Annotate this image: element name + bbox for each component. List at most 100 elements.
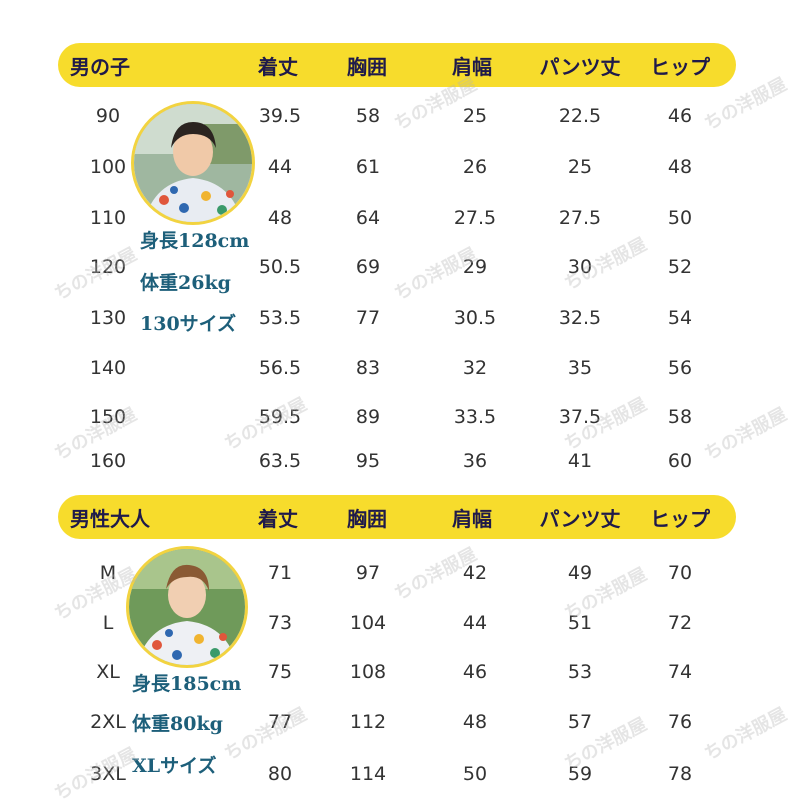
adults-size-label: 3XL — [90, 763, 126, 785]
kids-measurement-cell: 63.5 — [258, 450, 302, 472]
kids-measurement-cell: 52 — [667, 256, 693, 278]
kids-measurement-cell: 37.5 — [558, 406, 602, 428]
kids-measurement-cell: 61 — [355, 156, 381, 178]
adults-size-label: M — [99, 562, 117, 584]
kids-column-header: パンツ丈 — [539, 55, 621, 79]
kids-model-line: 130サイズ — [140, 313, 237, 335]
adults-measurement-cell: 48 — [462, 711, 488, 733]
kids-measurement-cell: 48 — [667, 156, 693, 178]
adults-measurement-cell: 72 — [667, 612, 693, 634]
adults-measurement-cell: 76 — [667, 711, 693, 733]
kids-measurement-cell: 59.5 — [258, 406, 302, 428]
adults-model-line: 身長185cm — [132, 673, 242, 695]
adults-column-header: 着丈 — [258, 507, 298, 531]
kids-measurement-cell: 58 — [667, 406, 693, 428]
kids-measurement-cell: 50 — [667, 207, 693, 229]
kids-model-line: 体重26kg — [140, 272, 231, 294]
kids-size-label: 120 — [89, 256, 127, 278]
adults-size-label: 2XL — [90, 711, 126, 733]
adults-column-header: 胸囲 — [347, 507, 387, 531]
kids-measurement-cell: 46 — [667, 105, 693, 127]
kids-measurement-cell: 30 — [567, 256, 593, 278]
kids-category-label: 男の子 — [70, 55, 130, 79]
kids-measurement-cell: 30.5 — [453, 307, 497, 329]
kids-header-bar — [58, 43, 736, 87]
kids-size-label: 130 — [89, 307, 127, 329]
kids-measurement-cell: 44 — [267, 156, 293, 178]
kids-measurement-cell: 29 — [462, 256, 488, 278]
kids-measurement-cell: 50.5 — [258, 256, 302, 278]
kids-measurement-cell: 35 — [567, 357, 593, 379]
adults-model-line: 体重80kg — [132, 713, 223, 735]
adults-measurement-cell: 59 — [567, 763, 593, 785]
kids-column-header: 肩幅 — [452, 55, 492, 79]
kids-measurement-cell: 33.5 — [453, 406, 497, 428]
adults-column-header: パンツ丈 — [539, 507, 621, 531]
adults-measurement-cell: 53 — [567, 661, 593, 683]
adults-measurement-cell: 108 — [349, 661, 387, 683]
kids-measurement-cell: 25 — [567, 156, 593, 178]
adults-size-label: L — [102, 612, 114, 634]
adults-measurement-cell: 51 — [567, 612, 593, 634]
adults-column-header: ヒップ — [650, 507, 710, 531]
adult-model-photo — [126, 546, 248, 668]
kids-column-header: ヒップ — [650, 55, 710, 79]
kids-measurement-cell: 27.5 — [453, 207, 497, 229]
kids-size-label: 100 — [89, 156, 127, 178]
kids-measurement-cell: 48 — [267, 207, 293, 229]
adults-measurement-cell: 49 — [567, 562, 593, 584]
kids-measurement-cell: 89 — [355, 406, 381, 428]
kids-measurement-cell: 69 — [355, 256, 381, 278]
adults-measurement-cell: 73 — [267, 612, 293, 634]
kids-measurement-cell: 56 — [667, 357, 693, 379]
kids-size-label: 140 — [89, 357, 127, 379]
kids-measurement-cell: 32.5 — [558, 307, 602, 329]
kids-measurement-cell: 41 — [567, 450, 593, 472]
kids-measurement-cell: 54 — [667, 307, 693, 329]
adults-header-bar — [58, 495, 736, 539]
kids-measurement-cell: 60 — [667, 450, 693, 472]
adults-measurement-cell: 44 — [462, 612, 488, 634]
adults-size-label: XL — [96, 661, 120, 683]
adults-measurement-cell: 57 — [567, 711, 593, 733]
kids-measurement-cell: 64 — [355, 207, 381, 229]
adults-category-label: 男性大人 — [70, 507, 150, 531]
adults-measurement-cell: 70 — [667, 562, 693, 584]
adults-measurement-cell: 104 — [349, 612, 387, 634]
adults-measurement-cell: 97 — [355, 562, 381, 584]
kids-measurement-cell: 26 — [462, 156, 488, 178]
kids-size-label: 150 — [89, 406, 127, 428]
adults-measurement-cell: 112 — [349, 711, 387, 733]
adults-measurement-cell: 42 — [462, 562, 488, 584]
kids-model-photo — [131, 101, 255, 225]
kids-size-label: 90 — [95, 105, 121, 127]
kids-column-header: 着丈 — [258, 55, 298, 79]
watermark-text: ちの洋服屋 — [701, 403, 791, 465]
kids-column-header: 胸囲 — [347, 55, 387, 79]
kids-size-label: 110 — [89, 207, 127, 229]
adults-measurement-cell: 71 — [267, 562, 293, 584]
kids-measurement-cell: 56.5 — [258, 357, 302, 379]
adults-column-header: 肩幅 — [452, 507, 492, 531]
watermark-text: ちの洋服屋 — [701, 703, 791, 765]
adults-model-line: XLサイズ — [132, 755, 217, 777]
kids-model-line: 身長128cm — [140, 230, 250, 252]
adults-measurement-cell: 80 — [267, 763, 293, 785]
adults-measurement-cell: 74 — [667, 661, 693, 683]
kids-measurement-cell: 27.5 — [558, 207, 602, 229]
kids-measurement-cell: 39.5 — [258, 105, 302, 127]
adults-measurement-cell: 50 — [462, 763, 488, 785]
adults-measurement-cell: 78 — [667, 763, 693, 785]
kids-measurement-cell: 83 — [355, 357, 381, 379]
watermark-text: ちの洋服屋 — [221, 703, 311, 765]
kids-measurement-cell: 22.5 — [558, 105, 602, 127]
kids-measurement-cell: 53.5 — [258, 307, 302, 329]
kids-measurement-cell: 32 — [462, 357, 488, 379]
kids-measurement-cell: 77 — [355, 307, 381, 329]
adults-measurement-cell: 77 — [267, 711, 293, 733]
adults-measurement-cell: 75 — [267, 661, 293, 683]
kids-measurement-cell: 95 — [355, 450, 381, 472]
kids-measurement-cell: 25 — [462, 105, 488, 127]
adults-measurement-cell: 114 — [349, 763, 387, 785]
adults-measurement-cell: 46 — [462, 661, 488, 683]
